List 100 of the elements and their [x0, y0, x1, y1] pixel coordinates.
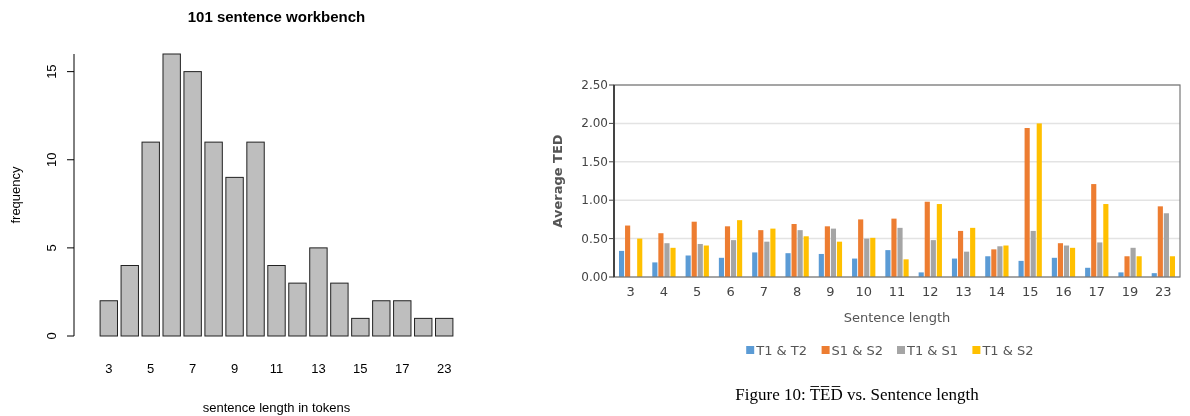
bar [985, 256, 991, 277]
x-tick-label: 23 [436, 361, 452, 376]
y-tick-label: 0 [44, 332, 59, 340]
bar [830, 228, 837, 277]
caption: Figure 10: T̅E̅D̅ vs. Sentence length [735, 385, 980, 404]
y-tick-label: 1.50 [581, 154, 608, 169]
x-tick-label: 8 [792, 284, 802, 299]
x-tick-label: 3 [626, 284, 635, 299]
x-tick-label: 13 [311, 361, 326, 376]
legend-label: S1 & S2 [831, 343, 884, 358]
bar [435, 317, 454, 337]
x-tick-label: 4 [659, 284, 669, 299]
x-tick-label: 10 [855, 284, 872, 299]
bar [670, 247, 676, 277]
bar [414, 317, 433, 337]
bar [730, 240, 737, 277]
bar [1030, 230, 1036, 277]
bar [1103, 204, 1109, 277]
x-tick-label: 13 [955, 284, 972, 299]
bar [964, 251, 970, 277]
x-tick-label: 17 [395, 361, 410, 376]
bar [225, 176, 244, 337]
bar [836, 241, 843, 277]
bar [803, 236, 809, 277]
bar [309, 247, 328, 337]
bar [1097, 242, 1103, 277]
legend-label: T1 & T2 [755, 343, 808, 358]
bar [924, 201, 930, 277]
bar [797, 230, 803, 277]
x-tick-label: 5 [147, 361, 155, 376]
bar [818, 253, 824, 277]
x-axis-title: Sentence length [843, 310, 951, 325]
bar [1051, 257, 1057, 277]
x-tick-label: 6 [726, 284, 735, 299]
bar [891, 218, 897, 277]
bar [724, 226, 731, 277]
bar [1124, 256, 1130, 277]
bar [1057, 243, 1064, 277]
bar [1018, 260, 1024, 277]
bar [858, 219, 864, 277]
bar [120, 265, 139, 337]
bar [637, 238, 643, 277]
bar [204, 141, 223, 337]
y-tick-label: 2.00 [581, 116, 608, 131]
bar [864, 238, 870, 277]
bar [393, 300, 412, 337]
bar [1036, 123, 1042, 277]
bar [691, 221, 697, 277]
bar [658, 233, 664, 277]
bar [1136, 256, 1142, 277]
bar [991, 249, 997, 277]
bar [99, 300, 118, 337]
bar [930, 240, 936, 277]
bar [764, 241, 770, 277]
x-tick-label: 15 [1021, 284, 1039, 299]
bar [936, 204, 942, 277]
x-tick-label: 9 [826, 284, 835, 299]
bar [1130, 247, 1136, 277]
bar [1003, 245, 1009, 277]
bar [1024, 128, 1030, 277]
x-tick-label: 9 [230, 361, 239, 376]
bar [618, 250, 625, 277]
bar [1157, 206, 1163, 277]
x-axis-title: sentence length in tokens [202, 400, 351, 415]
bar [718, 257, 725, 277]
bar [162, 53, 181, 337]
x-tick-label: 7 [759, 284, 768, 299]
bar [697, 243, 703, 277]
x-tick-label: 17 [1088, 284, 1106, 299]
y-axis-title: Average TED [550, 134, 565, 228]
chart-title: 101 sentence workbench [187, 8, 366, 25]
legend-label: T1 & S2 [981, 343, 1034, 358]
x-tick-label: 12 [922, 284, 939, 299]
bar [685, 255, 691, 277]
bar [664, 243, 670, 277]
bar [903, 259, 909, 277]
bar [870, 237, 876, 277]
bar [957, 230, 964, 277]
bar [625, 225, 631, 277]
bar [703, 245, 709, 277]
x-tick-label: 7 [189, 361, 197, 376]
x-tick-label: 3 [105, 361, 113, 376]
y-tick-label: 1.00 [581, 193, 608, 208]
x-tick-label: 11 [269, 361, 284, 376]
bar [246, 141, 265, 337]
x-tick-label: 16 [1055, 284, 1072, 299]
y-axis-title: frequency [8, 165, 23, 224]
x-tick-label: 14 [988, 284, 1006, 299]
bar [1063, 245, 1070, 277]
bar [652, 262, 658, 277]
bar [1069, 247, 1076, 277]
bar [288, 282, 307, 337]
bar [897, 227, 903, 277]
legend-label: T1 & S1 [906, 343, 959, 358]
bar [141, 141, 160, 337]
bar [1169, 256, 1176, 277]
bar [770, 228, 776, 277]
y-tick-label: 0.50 [581, 231, 608, 246]
x-tick-label: 11 [888, 284, 906, 299]
x-tick-label: 15 [353, 361, 368, 376]
